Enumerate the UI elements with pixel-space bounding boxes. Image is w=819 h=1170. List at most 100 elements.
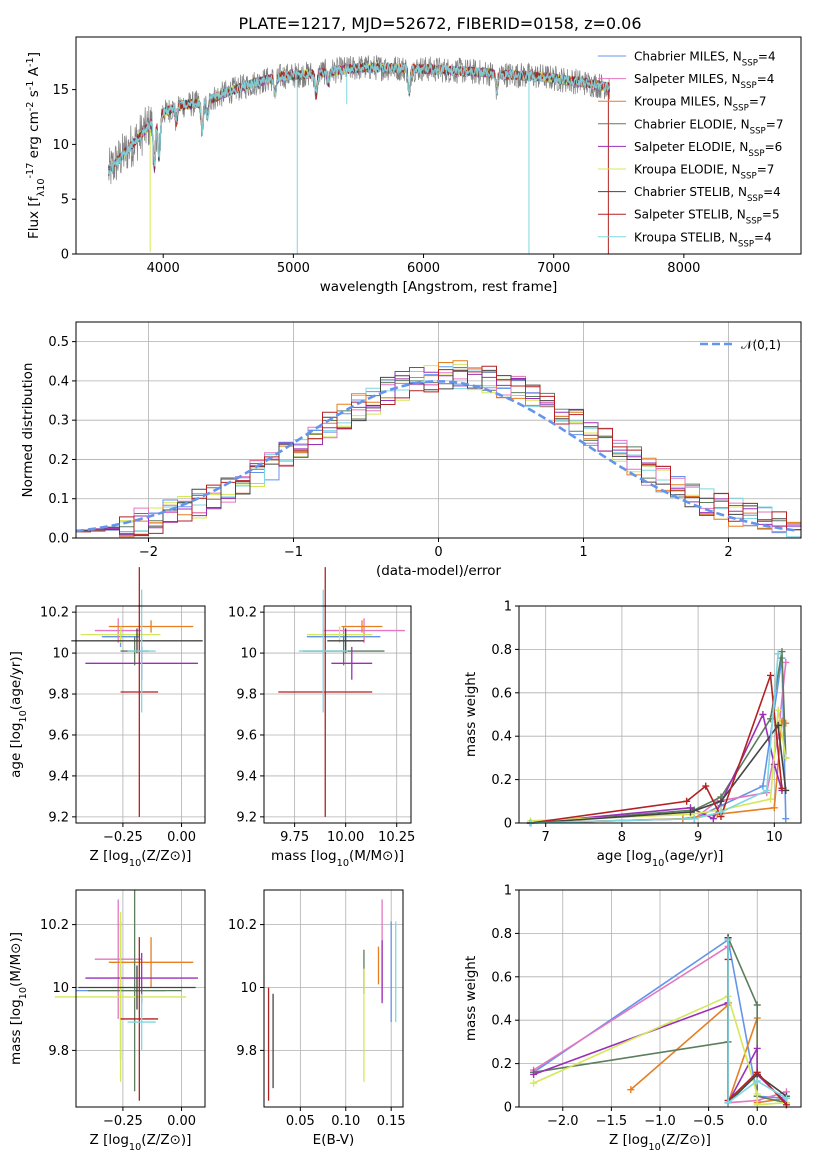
errorbar-point	[278, 567, 373, 817]
legend-label: Chabrier ELODIE, NSSP=7	[634, 117, 783, 136]
x-tick-label: −0.25	[103, 1114, 143, 1129]
y-tick-label: 0.3	[48, 414, 69, 429]
axes-frame	[75, 605, 206, 824]
mass-weight-marker	[686, 808, 694, 816]
x-axis-label: E(B-V)	[313, 1132, 355, 1148]
legend-label: Chabrier STELIB, NSSP=4	[634, 185, 781, 204]
y-tick-label: 9.6	[236, 728, 257, 743]
errorbar-point	[94, 899, 142, 1019]
y-axis-label: mass weight	[463, 672, 479, 757]
mass-weight-line	[630, 1003, 787, 1104]
mass-weight-line	[533, 938, 787, 1100]
mass-weight-marker	[530, 1070, 538, 1078]
x-tick-label: 10.25	[378, 830, 415, 845]
legend-label: Chabrier MILES, NSSP=4	[634, 50, 776, 69]
x-tick-label: 4000	[147, 261, 180, 276]
mass-weight-marker	[767, 795, 775, 803]
errorbar-point	[298, 589, 348, 713]
y-tick-label: 0.6	[491, 686, 512, 701]
x-tick-label: 10	[766, 830, 783, 845]
mass-weight-line	[533, 937, 787, 1104]
x-tick-label: 5000	[277, 261, 310, 276]
mass-weight-marker	[759, 782, 767, 790]
mass-weight-marker	[778, 648, 786, 656]
x-tick-label: 6000	[407, 261, 440, 276]
x-tick-label: 0.0	[747, 1114, 768, 1129]
mass-weight-marker	[530, 1079, 538, 1087]
y-tick-label: 0	[504, 817, 512, 832]
mass-weight-marker	[782, 786, 790, 794]
legend-label: Kroupa ELODIE, NSSP=7	[634, 163, 774, 182]
x-tick-label: 0	[434, 545, 442, 560]
x-axis-label: Z [log10(Z/Z⊙)]	[609, 1132, 711, 1153]
x-tick-label: 2	[724, 545, 732, 560]
mass-weight-line	[530, 651, 787, 824]
errorbar-point	[331, 646, 373, 680]
y-tick-label: 0.0	[48, 532, 69, 547]
errorbar-point	[323, 618, 405, 643]
y-tick-label: 0	[504, 1101, 512, 1116]
mass-weight-marker	[627, 1086, 635, 1094]
mass-weight-marker	[774, 706, 782, 714]
y-tick-label: 0.4	[491, 1014, 512, 1029]
y-tick-label: 15	[52, 83, 69, 98]
x-tick-label: −2	[139, 545, 158, 560]
figure-title: PLATE=1217, MJD=52672, FIBERID=0158, z=0…	[238, 14, 641, 33]
y-tick-label: 0.8	[491, 927, 512, 942]
mass-weight-marker	[770, 804, 778, 812]
x-tick-label: 0.00	[167, 1114, 196, 1129]
errorbar-point	[127, 993, 156, 1051]
x-tick-label: −0.25	[103, 830, 143, 845]
legend-label: Salpeter STELIB, NSSP=5	[634, 208, 780, 227]
legend-label: Kroupa MILES, NSSP=7	[634, 95, 767, 114]
x-tick-label: −1.5	[596, 1114, 628, 1129]
mass-weight-marker	[753, 1077, 761, 1085]
x-axis-label: Z [log10(Z/Z⊙)]	[90, 1132, 192, 1153]
axes-frame	[263, 889, 404, 1108]
axes-frame	[75, 36, 802, 255]
mass-weight-marker	[782, 658, 790, 666]
y-tick-label: 0.6	[491, 970, 512, 985]
y-tick-label: 10	[52, 647, 69, 662]
axes-frame	[263, 605, 412, 824]
mass-weight-line	[530, 675, 783, 824]
y-axis-label: mass weight	[463, 956, 479, 1041]
x-tick-label: 10.00	[327, 830, 364, 845]
mass-weight-line	[530, 712, 783, 824]
y-tick-label: 1	[504, 884, 512, 899]
y-tick-label: 0.2	[48, 453, 69, 468]
y-tick-label: 9.8	[48, 1044, 69, 1059]
x-tick-label: 0.15	[377, 1114, 406, 1129]
x-tick-label: 0.10	[331, 1114, 360, 1129]
y-tick-label: 5	[61, 193, 69, 208]
errorbar-point	[108, 620, 194, 633]
errorbar-point	[94, 618, 142, 643]
mass-weight-marker	[709, 815, 717, 823]
y-tick-label: 10	[52, 138, 69, 153]
errorbar-point	[87, 890, 182, 1092]
mass-weight-marker	[782, 815, 790, 823]
errorbar-point	[341, 620, 383, 633]
axes-frame	[75, 889, 206, 1108]
errorbar-point	[71, 628, 203, 654]
errorbar-point	[127, 589, 156, 713]
x-axis-label: mass [log10(M/M⊙)]	[271, 848, 404, 869]
mass-weight-line	[530, 710, 787, 822]
x-tick-label: 8	[618, 830, 626, 845]
mass-weight-marker	[724, 1099, 732, 1107]
y-axis-label: mass [log10(M/M⊙)]	[8, 932, 29, 1065]
y-tick-label: 9.8	[48, 688, 69, 703]
mass-weight-marker	[782, 1094, 790, 1102]
mass-weight-marker	[690, 815, 698, 823]
y-tick-label: 0.4	[491, 730, 512, 745]
errorbar-point	[306, 626, 373, 643]
y-tick-label: 9.4	[48, 769, 69, 784]
x-tick-label: 9	[694, 830, 702, 845]
mass-weight-marker	[753, 1044, 761, 1052]
mass-weight-marker	[753, 1001, 761, 1009]
model-spectrum	[107, 61, 610, 177]
mass-weight-marker	[717, 797, 725, 805]
mass-weight-marker	[683, 797, 691, 805]
errorbar-point	[54, 912, 187, 1082]
